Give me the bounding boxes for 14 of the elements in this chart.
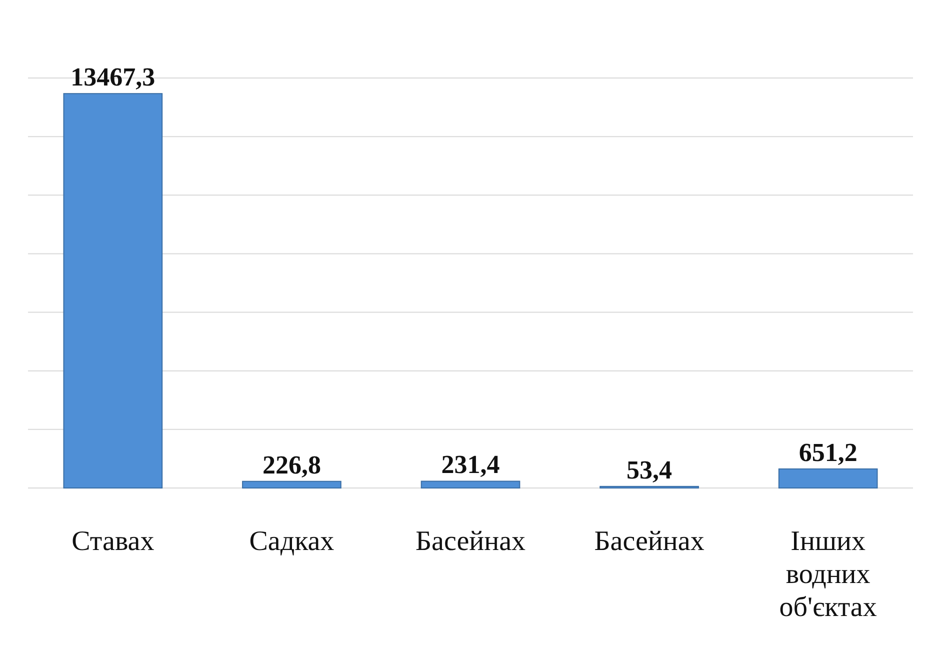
x-tick-label: Садках	[249, 526, 334, 557]
data-label: 13467,3	[70, 62, 156, 92]
data-label: 226,8	[262, 450, 321, 480]
bar	[63, 93, 163, 488]
data-label: 53,4	[626, 455, 672, 484]
bar	[420, 480, 520, 488]
bar	[242, 480, 342, 488]
x-tick-label: Інших водних об'єктах	[779, 526, 877, 623]
x-tick-label: Басейнах	[594, 526, 704, 557]
x-tick-label: Басейнах	[415, 526, 526, 557]
data-label: 231,4	[441, 450, 500, 480]
data-label: 651,2	[798, 438, 858, 467]
bar	[778, 468, 878, 488]
x-tick-label: Ставах	[72, 526, 154, 557]
